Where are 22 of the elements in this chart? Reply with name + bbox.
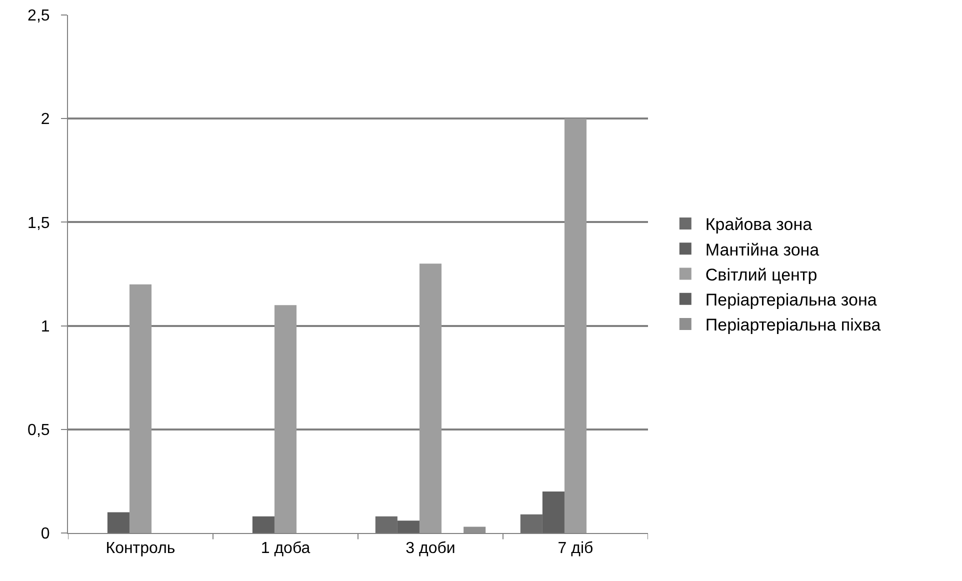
x-tick-label: Контроль: [106, 540, 176, 558]
x-tick-label: 7 діб: [558, 540, 594, 558]
legend-label: Періартеріальна зона: [705, 290, 878, 310]
x-tick-label: 1 доба: [260, 540, 310, 558]
y-tick-label: 2,5: [28, 8, 50, 25]
y-tick-label: 1,5: [28, 214, 50, 232]
bar: [464, 526, 486, 533]
y-tick-label: 0: [40, 526, 50, 543]
y-tick-label: 2: [40, 111, 50, 128]
bar: [564, 118, 587, 533]
legend-label: Мантійна зона: [705, 240, 820, 260]
y-tick-label: 0,5: [28, 422, 50, 439]
legend-label: Періартеріальна піхва: [705, 316, 882, 335]
bar: [129, 284, 152, 533]
bar: [107, 512, 130, 533]
legend-label: Світлий центр: [705, 265, 818, 284]
y-tick-label: 1: [40, 318, 50, 336]
bar: [419, 264, 442, 533]
legend-label: Крайова зона: [705, 215, 813, 234]
bar: [274, 305, 297, 533]
bar: [252, 516, 274, 533]
x-tick-label: 3 доби: [406, 540, 456, 558]
